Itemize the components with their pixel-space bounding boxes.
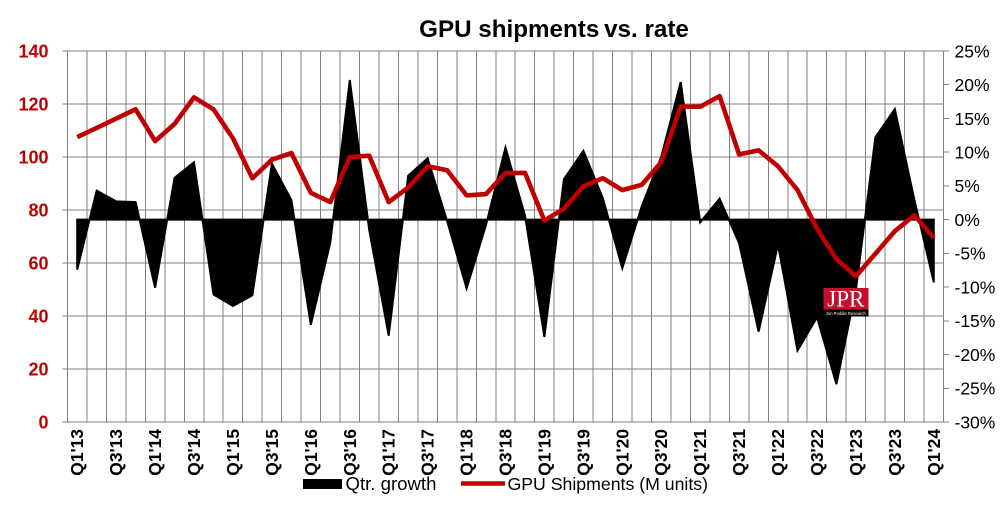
svg-text:10%: 10%	[955, 143, 990, 163]
svg-text:Q1'20: Q1'20	[612, 429, 632, 476]
svg-text:Q1'19: Q1'19	[534, 429, 554, 476]
svg-text:Q1'24: Q1'24	[924, 429, 944, 476]
svg-text:Q3'14: Q3'14	[184, 429, 204, 476]
svg-text:Q3'16: Q3'16	[340, 429, 360, 476]
svg-text:Q3'22: Q3'22	[807, 429, 827, 476]
svg-text:JPR: JPR	[827, 286, 865, 311]
svg-text:-25%: -25%	[955, 379, 996, 399]
svg-text:Q1'21: Q1'21	[690, 429, 710, 476]
svg-text:5%: 5%	[955, 176, 980, 196]
svg-text:Q1'15: Q1'15	[223, 429, 243, 476]
svg-text:20%: 20%	[955, 75, 990, 95]
svg-text:-15%: -15%	[955, 311, 996, 331]
svg-text:100: 100	[18, 147, 48, 167]
svg-text:-30%: -30%	[955, 412, 996, 432]
svg-text:GPU shipments vs. rate: GPU shipments vs. rate	[419, 16, 689, 43]
svg-text:Q1'22: Q1'22	[768, 429, 788, 476]
svg-text:60: 60	[28, 253, 48, 273]
svg-text:25%: 25%	[955, 41, 990, 61]
svg-text:0: 0	[38, 412, 48, 432]
svg-text:Q3'21: Q3'21	[729, 429, 749, 476]
svg-text:Q1'23: Q1'23	[846, 429, 866, 476]
svg-text:Q3'17: Q3'17	[418, 429, 438, 476]
svg-text:-5%: -5%	[955, 244, 986, 264]
svg-text:Qtr. growth: Qtr. growth	[346, 473, 437, 494]
svg-text:Q1'13: Q1'13	[67, 429, 87, 476]
svg-text:Q1'17: Q1'17	[379, 429, 399, 476]
svg-text:Q1'18: Q1'18	[457, 429, 477, 476]
svg-text:15%: 15%	[955, 109, 990, 129]
svg-text:Q3'23: Q3'23	[885, 429, 905, 476]
svg-text:Jon Peddie Research: Jon Peddie Research	[826, 311, 867, 316]
svg-text:Q1'14: Q1'14	[145, 429, 165, 476]
svg-text:40: 40	[28, 306, 48, 326]
svg-text:Q3'19: Q3'19	[573, 429, 593, 476]
svg-text:0%: 0%	[955, 210, 980, 230]
svg-text:140: 140	[18, 41, 48, 61]
svg-text:-20%: -20%	[955, 345, 996, 365]
svg-text:80: 80	[28, 200, 48, 220]
svg-text:Q3'20: Q3'20	[651, 429, 671, 476]
svg-text:Q3'15: Q3'15	[262, 429, 282, 476]
svg-text:Q3'13: Q3'13	[106, 429, 126, 476]
svg-text:Q1'16: Q1'16	[301, 429, 321, 476]
svg-text:-10%: -10%	[955, 277, 996, 297]
svg-text:20: 20	[28, 359, 48, 379]
svg-text:Q3'18: Q3'18	[496, 429, 516, 476]
svg-text:GPU Shipments (M units): GPU Shipments (M units)	[508, 474, 709, 494]
svg-text:120: 120	[18, 94, 48, 114]
